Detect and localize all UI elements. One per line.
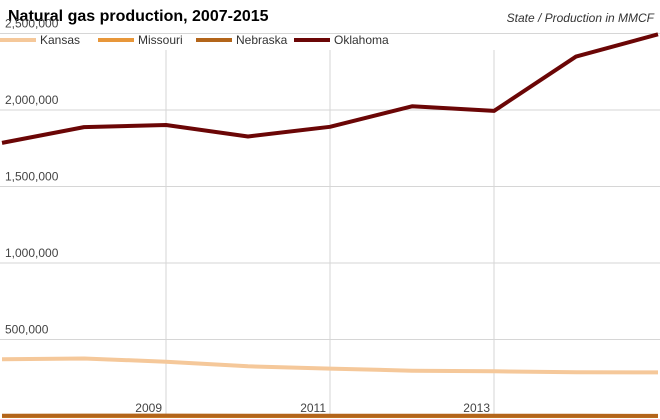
legend-label-nebraska: Nebraska	[236, 33, 288, 47]
legend-label-missouri: Missouri	[138, 33, 183, 47]
series-line-kansas	[1, 356, 659, 375]
y-tick-label: 1,500,000	[5, 170, 59, 184]
x-tick-label: 2013	[463, 401, 490, 415]
legend-swatch-nebraska	[196, 38, 232, 42]
x-tick-label: 2009	[135, 401, 162, 415]
legend-swatch-missouri	[98, 38, 134, 42]
y-tick-label: 2,500,000	[5, 17, 59, 31]
legend-swatch-kansas	[0, 38, 36, 42]
legend-label-kansas: Kansas	[40, 33, 81, 47]
chart-title: Natural gas production, 2007-2015	[8, 8, 269, 25]
series-line-oklahoma	[1, 32, 659, 145]
chart-subtitle: State / Production in MMCF	[506, 11, 654, 25]
y-tick-label: 500,000	[5, 323, 49, 337]
y-tick-label: 2,000,000	[5, 93, 59, 107]
x-tick-label: 2011	[300, 401, 326, 415]
y-tick-label: 1,000,000	[5, 246, 59, 260]
legend-swatch-oklahoma	[294, 38, 330, 42]
legend-label-oklahoma: Oklahoma	[334, 33, 389, 47]
